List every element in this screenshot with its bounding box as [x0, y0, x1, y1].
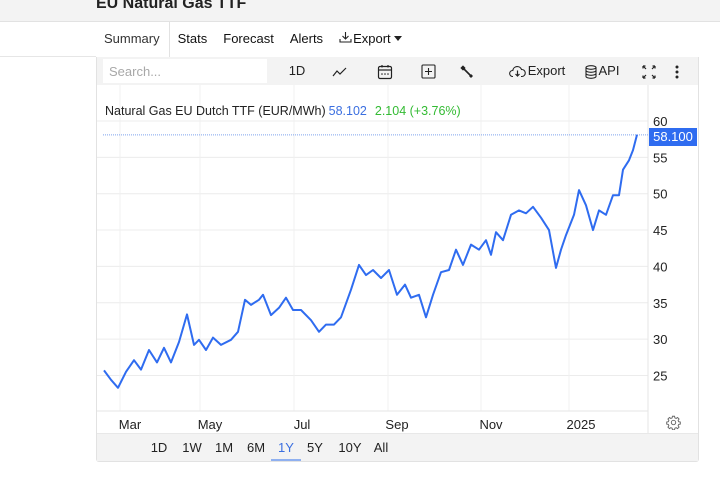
- calendar-icon: [377, 64, 393, 79]
- svg-text:55: 55: [653, 150, 667, 165]
- legend-price: 58.102: [328, 104, 367, 118]
- svg-text:Jul: Jul: [294, 417, 311, 432]
- svg-text:Mar: Mar: [119, 417, 142, 432]
- range-1d[interactable]: 1D: [150, 440, 168, 455]
- more-options-button[interactable]: [667, 57, 687, 85]
- tab-forecast[interactable]: Forecast: [223, 31, 274, 46]
- last-price-tag: 58.100: [649, 128, 697, 146]
- database-icon: [584, 64, 597, 79]
- compare-button[interactable]: [415, 57, 441, 85]
- page-title: EU Natural Gas TTF: [96, 0, 247, 12]
- chart-type-button[interactable]: [327, 57, 353, 85]
- tab-summary[interactable]: Summary: [95, 22, 170, 57]
- vertical-dots-icon: [675, 65, 679, 79]
- chart-widget: 1D Export API 25 30 35 40 45 50 55 60 Mar May Jul S…: [96, 57, 699, 462]
- svg-text:60: 60: [653, 114, 667, 129]
- export-button[interactable]: Export: [507, 57, 567, 85]
- api-button[interactable]: API: [581, 57, 623, 85]
- expand-icon: [642, 64, 656, 79]
- price-chart[interactable]: 25 30 35 40 45 50 55 60 Mar May Jul Sep Nov 2025: [97, 85, 698, 433]
- range-1m[interactable]: 1M: [214, 440, 234, 455]
- tab-bar: Summary Stats Forecast Alerts Export: [95, 22, 410, 57]
- svg-text:45: 45: [653, 223, 667, 238]
- legend-change: 2.104 (+3.76%): [374, 104, 461, 118]
- svg-text:50: 50: [653, 187, 667, 202]
- svg-text:25: 25: [653, 368, 667, 383]
- wrench-icon: [460, 64, 473, 78]
- range-selector: 1D 1W 1M 6M 1Y 5Y 10Y All: [97, 433, 698, 461]
- range-10y[interactable]: 10Y: [338, 440, 362, 455]
- range-5y[interactable]: 5Y: [307, 440, 323, 455]
- svg-text:2025: 2025: [567, 417, 596, 432]
- svg-text:35: 35: [653, 296, 667, 311]
- line-chart-icon: [332, 67, 347, 76]
- search-input[interactable]: [103, 59, 267, 83]
- chart-legend: Natural Gas EU Dutch TTF (EUR/MWh) 58.102…: [105, 104, 461, 118]
- tab-alerts[interactable]: Alerts: [289, 31, 324, 46]
- caret-down-icon: [393, 36, 402, 42]
- interval-button[interactable]: 1D: [288, 63, 306, 78]
- range-1w[interactable]: 1W: [182, 440, 202, 455]
- plus-box-icon: [420, 64, 436, 79]
- cloud-download-icon: [508, 66, 526, 78]
- chart-settings-button[interactable]: [666, 415, 681, 435]
- tab-export[interactable]: Export: [331, 22, 410, 57]
- download-icon: [339, 22, 353, 56]
- api-label: API: [598, 63, 620, 78]
- tab-export-label: Export: [353, 31, 391, 46]
- svg-text:Sep: Sep: [385, 417, 408, 432]
- svg-text:May: May: [198, 417, 223, 432]
- range-all[interactable]: All: [373, 440, 389, 455]
- svg-text:Nov: Nov: [479, 417, 503, 432]
- date-range-button[interactable]: [372, 57, 398, 85]
- chart-toolbar: 1D Export API: [97, 57, 698, 85]
- range-1y[interactable]: 1Y: [271, 434, 301, 461]
- fullscreen-button[interactable]: [637, 57, 661, 85]
- gear-icon: [666, 415, 681, 431]
- tab-stats[interactable]: Stats: [177, 31, 208, 46]
- svg-text:30: 30: [653, 332, 667, 347]
- legend-series-name: Natural Gas EU Dutch TTF (EUR/MWh): [105, 104, 326, 118]
- divider: [0, 56, 96, 57]
- range-6m[interactable]: 6M: [246, 440, 266, 455]
- svg-text:40: 40: [653, 259, 667, 274]
- indicators-button[interactable]: [454, 57, 480, 85]
- page-header: EU Natural Gas TTF: [0, 0, 720, 22]
- export-label: Export: [527, 63, 566, 78]
